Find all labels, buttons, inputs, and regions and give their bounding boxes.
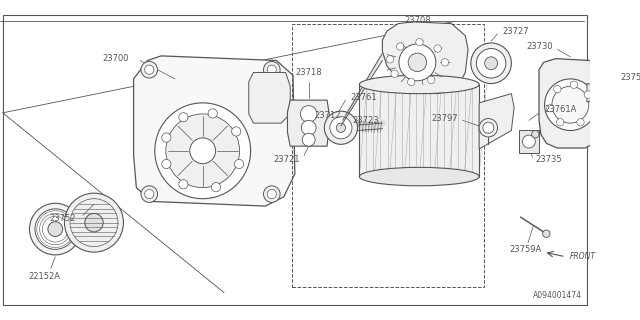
Polygon shape bbox=[587, 84, 602, 102]
Ellipse shape bbox=[359, 75, 479, 94]
Text: A094001474: A094001474 bbox=[533, 291, 582, 300]
Circle shape bbox=[145, 189, 154, 199]
Text: 23730: 23730 bbox=[526, 42, 553, 51]
Text: 23761A: 23761A bbox=[545, 105, 577, 114]
Circle shape bbox=[476, 49, 506, 78]
Polygon shape bbox=[519, 130, 539, 153]
Circle shape bbox=[264, 186, 280, 202]
Circle shape bbox=[162, 133, 171, 142]
Circle shape bbox=[545, 79, 596, 131]
Circle shape bbox=[264, 61, 280, 78]
Circle shape bbox=[557, 119, 564, 126]
Polygon shape bbox=[539, 59, 602, 148]
Circle shape bbox=[155, 103, 251, 199]
Circle shape bbox=[166, 114, 239, 188]
Circle shape bbox=[179, 113, 188, 122]
Circle shape bbox=[300, 106, 317, 122]
Circle shape bbox=[570, 81, 577, 88]
Circle shape bbox=[35, 209, 76, 249]
Polygon shape bbox=[134, 56, 295, 206]
Circle shape bbox=[543, 230, 550, 237]
Circle shape bbox=[532, 131, 539, 138]
Circle shape bbox=[483, 122, 494, 133]
Circle shape bbox=[302, 133, 315, 146]
Circle shape bbox=[268, 189, 276, 199]
Text: 23712: 23712 bbox=[314, 111, 341, 120]
Circle shape bbox=[399, 44, 436, 81]
Circle shape bbox=[547, 105, 554, 112]
Circle shape bbox=[552, 86, 589, 123]
Text: 23721: 23721 bbox=[273, 156, 300, 164]
Circle shape bbox=[141, 61, 157, 78]
Circle shape bbox=[442, 59, 449, 66]
Text: 23797: 23797 bbox=[431, 114, 458, 123]
Circle shape bbox=[606, 88, 616, 97]
Circle shape bbox=[29, 203, 81, 255]
Circle shape bbox=[84, 213, 103, 232]
Text: 23735: 23735 bbox=[535, 156, 562, 164]
Circle shape bbox=[577, 119, 584, 126]
Polygon shape bbox=[287, 100, 330, 146]
Circle shape bbox=[396, 43, 404, 50]
Circle shape bbox=[65, 193, 124, 252]
Circle shape bbox=[301, 120, 316, 135]
Circle shape bbox=[336, 123, 346, 132]
Circle shape bbox=[208, 109, 218, 118]
Text: 23759: 23759 bbox=[620, 73, 640, 82]
Circle shape bbox=[324, 111, 358, 144]
Circle shape bbox=[471, 43, 511, 84]
Circle shape bbox=[141, 186, 157, 202]
Circle shape bbox=[268, 65, 276, 74]
Circle shape bbox=[391, 70, 398, 77]
Circle shape bbox=[484, 57, 497, 70]
Text: 23718: 23718 bbox=[295, 68, 322, 77]
Text: 23727: 23727 bbox=[502, 28, 529, 36]
Circle shape bbox=[211, 182, 221, 192]
Polygon shape bbox=[359, 84, 479, 177]
Text: 23759A: 23759A bbox=[509, 245, 541, 254]
Bar bbox=[292, 24, 484, 287]
Circle shape bbox=[145, 65, 154, 74]
Circle shape bbox=[162, 159, 171, 169]
Circle shape bbox=[522, 135, 535, 148]
Text: 23700: 23700 bbox=[102, 54, 129, 63]
Ellipse shape bbox=[359, 167, 479, 186]
Polygon shape bbox=[382, 22, 468, 94]
Circle shape bbox=[584, 91, 591, 98]
Circle shape bbox=[554, 85, 561, 93]
Circle shape bbox=[416, 38, 423, 46]
Text: 23708: 23708 bbox=[404, 16, 431, 26]
Polygon shape bbox=[249, 72, 290, 123]
Polygon shape bbox=[479, 94, 514, 149]
Text: 22152A: 22152A bbox=[28, 272, 60, 281]
Text: 23752: 23752 bbox=[49, 214, 76, 223]
Circle shape bbox=[434, 45, 442, 52]
Circle shape bbox=[179, 180, 188, 189]
Circle shape bbox=[387, 56, 394, 63]
Circle shape bbox=[190, 138, 216, 164]
Text: 23723: 23723 bbox=[352, 116, 379, 125]
Circle shape bbox=[48, 222, 63, 236]
Circle shape bbox=[479, 118, 497, 137]
Text: FRONT: FRONT bbox=[570, 252, 595, 261]
Circle shape bbox=[234, 159, 244, 169]
Circle shape bbox=[408, 78, 415, 86]
Circle shape bbox=[330, 117, 352, 139]
Circle shape bbox=[408, 53, 427, 72]
Circle shape bbox=[232, 127, 241, 136]
Circle shape bbox=[428, 76, 435, 84]
Text: 23761: 23761 bbox=[350, 93, 377, 102]
